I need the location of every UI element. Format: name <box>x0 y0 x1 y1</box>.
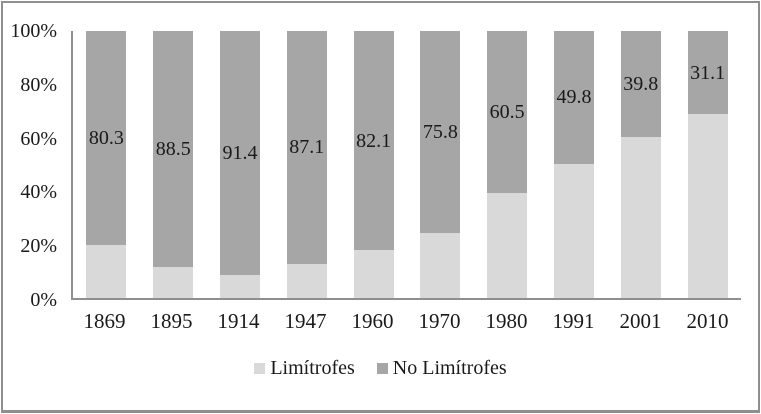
legend-item-limitrofes: Limítrofes <box>254 357 355 379</box>
segment-limitrofes-1991 <box>553 163 594 298</box>
stacked-bar-1914: 91.4 <box>219 31 260 298</box>
bar-slot-1970: 75.8 <box>407 31 474 298</box>
x-tick-label-2010: 2010 <box>686 309 729 333</box>
y-axis-tick-labels: 100% 80% 60% 40% 20% 0% <box>3 21 63 310</box>
x-tick-label-1980: 1980 <box>485 309 528 333</box>
stacked-bar-2001: 39.8 <box>620 31 661 298</box>
x-tick-label-2001: 2001 <box>619 309 662 333</box>
bar-slot-1991: 49.8 <box>541 31 608 298</box>
x-tick-label-1947: 1947 <box>284 309 327 333</box>
bar-slot-1869: 80.3 <box>73 31 140 298</box>
segment-limitrofes-1980 <box>487 192 528 298</box>
x-tick-label-1960: 1960 <box>351 309 394 333</box>
stacked-bar-1991: 49.8 <box>553 31 594 298</box>
stacked-bar-1960: 82.1 <box>353 31 394 298</box>
legend-swatch-icon <box>376 362 388 374</box>
x-axis-category-labels: 1869 1895 1914 1947 1960 1970 1980 1991 2001 2010 <box>71 309 741 334</box>
x-tick-label-1914: 1914 <box>217 309 260 333</box>
stacked-bar-1970: 75.8 <box>420 31 461 298</box>
bar-slot-1947: 87.1 <box>273 31 340 298</box>
stacked-bar-1895: 88.5 <box>153 31 194 298</box>
segment-limitrofes-1869 <box>86 245 127 298</box>
stacked-bar-1869: 80.3 <box>86 31 127 298</box>
segment-limitrofes-2001 <box>620 137 661 298</box>
data-label: 60.5 <box>489 100 525 123</box>
x-tick-label-1895: 1895 <box>150 309 193 333</box>
legend-label: No Limítrofes <box>392 357 507 379</box>
y-tick-label: 100% <box>10 20 57 42</box>
bars-container: 80.3 88.5 91.4 87.1 82.1 75.8 60.5 49.8 39.8 31.1 <box>73 31 741 298</box>
segment-limitrofes-1895 <box>153 267 194 298</box>
bar-slot-2010: 31.1 <box>674 31 741 298</box>
y-tick-label: 40% <box>20 181 57 204</box>
segment-limitrofes-1960 <box>353 250 394 298</box>
data-label: 39.8 <box>623 73 659 96</box>
segment-limitrofes-1914 <box>219 275 260 298</box>
legend-item-no-limitrofes: No Limítrofes <box>376 357 507 379</box>
data-label: 75.8 <box>422 121 458 144</box>
segment-limitrofes-1947 <box>286 263 327 298</box>
segment-no-limitrofes-2001: 39.8 <box>620 31 661 138</box>
bar-slot-1980: 60.5 <box>474 31 541 298</box>
stacked-bar-2010: 31.1 <box>687 31 728 298</box>
segment-no-limitrofes-1970: 75.8 <box>420 31 461 234</box>
legend-label: Limítrofes <box>270 357 355 379</box>
legend: Limítrofes No Limítrofes <box>3 358 758 378</box>
legend-swatch-icon <box>254 362 266 374</box>
segment-no-limitrofes-1960: 82.1 <box>353 31 394 251</box>
x-tick-label-1991: 1991 <box>552 309 595 333</box>
data-label: 91.4 <box>222 142 258 165</box>
segment-no-limitrofes-1980: 60.5 <box>487 31 528 193</box>
data-label: 49.8 <box>556 86 592 109</box>
segment-no-limitrofes-1914: 91.4 <box>219 31 260 276</box>
data-label: 31.1 <box>690 61 726 84</box>
bar-slot-1914: 91.4 <box>207 31 274 298</box>
stacked-bar-1980: 60.5 <box>487 31 528 298</box>
plot-area: 80.3 88.5 91.4 87.1 82.1 75.8 60.5 49.8 39.8 31.1 <box>71 31 741 300</box>
segment-no-limitrofes-1869: 80.3 <box>86 31 127 246</box>
data-label: 87.1 <box>289 136 325 159</box>
bar-slot-2001: 39.8 <box>607 31 674 298</box>
y-tick-label: 0% <box>30 289 57 311</box>
data-label: 82.1 <box>356 129 392 152</box>
y-tick-label: 80% <box>20 73 57 96</box>
x-tick-label-1869: 1869 <box>83 309 126 333</box>
segment-limitrofes-1970 <box>420 233 461 298</box>
data-label: 88.5 <box>155 138 191 161</box>
y-tick-label: 20% <box>20 235 57 258</box>
stacked-bar-1947: 87.1 <box>286 31 327 298</box>
bar-slot-1895: 88.5 <box>140 31 207 298</box>
segment-limitrofes-2010 <box>687 114 728 298</box>
segment-no-limitrofes-1895: 88.5 <box>153 31 194 268</box>
bar-slot-1960: 82.1 <box>340 31 407 298</box>
segment-no-limitrofes-1947: 87.1 <box>286 31 327 264</box>
data-label: 80.3 <box>88 127 124 150</box>
y-tick-label: 60% <box>20 127 57 150</box>
segment-no-limitrofes-1991: 49.8 <box>553 31 594 164</box>
x-tick-label-1970: 1970 <box>418 309 461 333</box>
segment-no-limitrofes-2010: 31.1 <box>687 31 728 115</box>
